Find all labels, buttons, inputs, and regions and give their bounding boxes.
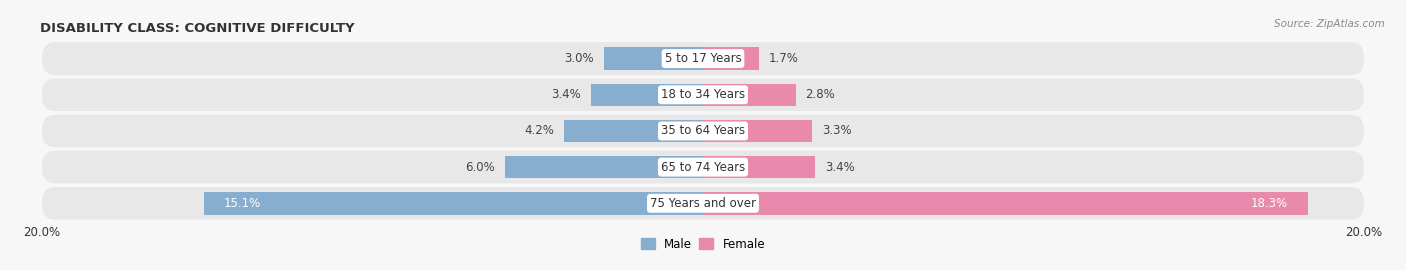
Text: 18 to 34 Years: 18 to 34 Years <box>661 88 745 101</box>
Text: 4.2%: 4.2% <box>524 124 554 137</box>
Text: 75 Years and over: 75 Years and over <box>650 197 756 210</box>
Bar <box>564 120 703 142</box>
Text: 2.8%: 2.8% <box>806 88 835 101</box>
Bar <box>591 83 703 106</box>
Text: 1.7%: 1.7% <box>769 52 799 65</box>
Text: 3.0%: 3.0% <box>564 52 593 65</box>
Bar <box>703 83 796 106</box>
Bar <box>505 156 703 178</box>
Text: 18.3%: 18.3% <box>1251 197 1288 210</box>
FancyBboxPatch shape <box>42 115 1364 147</box>
Bar <box>605 47 703 70</box>
FancyBboxPatch shape <box>42 151 1364 183</box>
Text: 6.0%: 6.0% <box>465 161 495 174</box>
Text: 5 to 17 Years: 5 to 17 Years <box>665 52 741 65</box>
Text: Source: ZipAtlas.com: Source: ZipAtlas.com <box>1274 19 1385 29</box>
Bar <box>204 192 703 215</box>
Legend: Male, Female: Male, Female <box>636 233 770 255</box>
Text: 3.4%: 3.4% <box>551 88 581 101</box>
Text: 65 to 74 Years: 65 to 74 Years <box>661 161 745 174</box>
Bar <box>703 120 813 142</box>
Text: DISABILITY CLASS: COGNITIVE DIFFICULTY: DISABILITY CLASS: COGNITIVE DIFFICULTY <box>39 22 354 35</box>
Bar <box>703 156 815 178</box>
Bar <box>703 192 1308 215</box>
Text: 35 to 64 Years: 35 to 64 Years <box>661 124 745 137</box>
FancyBboxPatch shape <box>42 79 1364 111</box>
Text: 3.3%: 3.3% <box>823 124 852 137</box>
FancyBboxPatch shape <box>42 42 1364 75</box>
Text: 15.1%: 15.1% <box>224 197 262 210</box>
FancyBboxPatch shape <box>42 187 1364 220</box>
Text: 3.4%: 3.4% <box>825 161 855 174</box>
Bar <box>703 47 759 70</box>
